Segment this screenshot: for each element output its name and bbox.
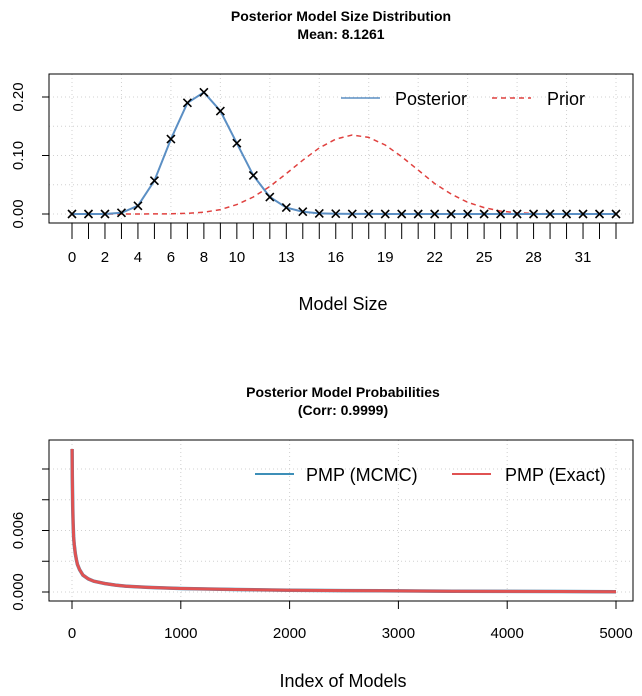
- chart2-x-tick-label: 4000: [491, 625, 524, 642]
- chart2-x-tick-label: 2000: [273, 625, 306, 642]
- posterior-point: [496, 209, 506, 219]
- model-size-chart: Posterior Model Size Distribution Mean: …: [10, 8, 634, 314]
- posterior-point: [166, 134, 176, 144]
- posterior-point: [380, 209, 390, 219]
- posterior-point: [512, 209, 522, 219]
- posterior-point: [578, 209, 588, 219]
- chart1-y-tick-label: 0.20: [10, 82, 27, 111]
- chart1-x-axis: 0 2 4 6 8 10 13 16 19 22 25 28 31: [68, 223, 617, 266]
- posterior-point: [281, 202, 291, 213]
- chart2-x-axis: 0 1000 2000 3000 4000 5000: [68, 601, 633, 642]
- chart1-y-axis: 0.00 0.10 0.20: [10, 82, 49, 229]
- legend-posterior-label: Posterior: [395, 89, 467, 109]
- posterior-point: [347, 209, 357, 219]
- chart1-plot-frame: [48, 73, 634, 224]
- chart1-x-tick-label: 8: [200, 249, 208, 266]
- posterior-point: [298, 207, 308, 217]
- posterior-point: [215, 106, 225, 116]
- posterior-point: [364, 209, 374, 219]
- posterior-point: [314, 208, 324, 218]
- posterior-point: [83, 209, 94, 219]
- chart1-series: [67, 87, 621, 219]
- posterior-point: [594, 209, 605, 219]
- posterior-point: [100, 209, 110, 219]
- prior-series-line: [72, 134, 616, 215]
- chart1-x-tick-label: 28: [525, 249, 542, 266]
- chart1-x-tick-label: 13: [278, 249, 295, 266]
- posterior-point: [199, 87, 209, 97]
- posterior-point: [463, 209, 473, 219]
- legend-prior-label: Prior: [547, 89, 585, 109]
- chart1-grid: [49, 74, 633, 223]
- chart2-y-tick-label: 0.006: [10, 512, 27, 550]
- chart1-x-tick-label: 10: [229, 249, 246, 266]
- chart1-x-tick-label: 6: [167, 249, 175, 266]
- posterior-point: [116, 208, 127, 218]
- chart1-y-tick-label: 0.10: [10, 141, 27, 170]
- chart2-x-tick-label: 0: [68, 625, 76, 642]
- chart1-title: Posterior Model Size Distribution: [231, 8, 451, 24]
- posterior-point: [133, 201, 143, 211]
- chart1-x-tick-label: 0: [68, 249, 76, 266]
- chart1-x-tick-label: 31: [575, 249, 592, 266]
- posterior-point: [479, 209, 489, 219]
- posterior-point: [545, 209, 555, 219]
- chart1-x-tick-label: 4: [134, 249, 142, 266]
- chart1-subtitle: Mean: 8.1261: [297, 26, 384, 42]
- pmp-exact-series-line: [70, 448, 617, 594]
- chart2-x-axis-label: Index of Models: [279, 671, 406, 691]
- chart2-plot-frame: [48, 439, 634, 602]
- chart2-y-tick-label: 0.000: [10, 573, 27, 611]
- posterior-point: [331, 209, 341, 219]
- legend-pmp-exact-label: PMP (Exact): [505, 465, 606, 485]
- chart2-y-axis: 0.000 0.006: [10, 468, 49, 611]
- chart1-x-tick-label: 2: [101, 249, 109, 266]
- pmp-chart: Posterior Model Probabilities (Corr: 0.9…: [10, 384, 634, 691]
- posterior-point: [446, 209, 456, 219]
- chart1-x-tick-label: 22: [426, 249, 443, 266]
- posterior-point: [67, 209, 77, 219]
- posterior-point: [611, 209, 621, 219]
- posterior-point: [397, 209, 407, 219]
- posterior-point: [232, 138, 242, 148]
- posterior-point: [248, 170, 258, 180]
- posterior-point: [430, 209, 440, 219]
- posterior-point: [265, 192, 275, 202]
- posterior-point: [529, 209, 539, 219]
- chart2-legend: PMP (MCMC) PMP (Exact): [255, 465, 606, 485]
- chart2-subtitle: (Corr: 0.9999): [298, 402, 388, 418]
- legend-pmp-mcmc-label: PMP (MCMC): [306, 465, 418, 485]
- chart2-x-tick-label: 1000: [164, 625, 197, 642]
- chart1-y-tick-label: 0.00: [10, 199, 27, 228]
- chart1-x-tick-label: 19: [377, 249, 394, 266]
- chart2-title: Posterior Model Probabilities: [246, 384, 440, 400]
- chart2-x-tick-label: 3000: [382, 625, 415, 642]
- chart2-series: [70, 448, 617, 594]
- chart2-x-tick-label: 5000: [599, 625, 632, 642]
- posterior-point: [182, 98, 192, 108]
- chart1-x-axis-label: Model Size: [298, 294, 387, 314]
- chart1-x-tick-label: 25: [476, 249, 493, 266]
- chart1-x-tick-label: 16: [327, 249, 344, 266]
- posterior-series-line: [72, 90, 616, 215]
- posterior-point: [561, 209, 572, 219]
- posterior-point: [149, 176, 159, 186]
- chart1-legend: Posterior Prior: [341, 89, 585, 109]
- posterior-point: [413, 209, 423, 219]
